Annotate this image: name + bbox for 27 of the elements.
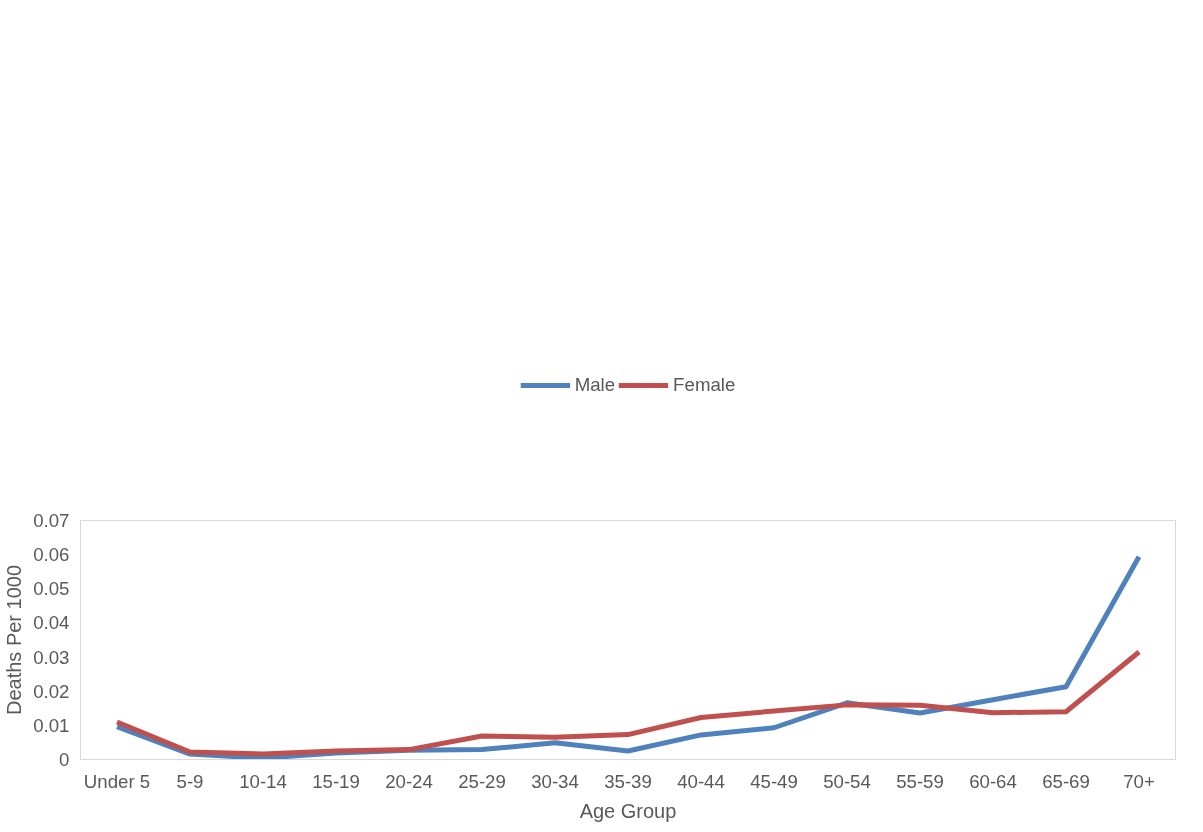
- x-tick-label: 35-39: [604, 770, 652, 792]
- x-tick-label: 45-49: [750, 770, 798, 792]
- x-tick-label: 30-34: [531, 770, 579, 792]
- legend-label: Male: [574, 373, 616, 396]
- x-tick-label: 50-54: [823, 770, 871, 792]
- y-tick-label: 0.06: [33, 544, 70, 566]
- x-tick-label: 55-59: [896, 770, 944, 792]
- y-tick-label: 0.07: [33, 510, 70, 531]
- y-axis-title: Deaths Per 1000: [3, 564, 26, 716]
- y-tick-label: 0.01: [33, 714, 70, 736]
- y-tick-label: 0.02: [33, 680, 70, 702]
- y-tick-label: 0.03: [33, 646, 70, 668]
- legend-label: Female: [673, 373, 736, 396]
- x-tick-label: 10-14: [239, 770, 287, 792]
- x-tick-label: Under 5: [83, 770, 151, 792]
- x-tick-label: 70+: [1123, 770, 1155, 792]
- x-tick-label: 65-69: [1042, 770, 1090, 792]
- x-tick-label: 5-9: [176, 770, 204, 792]
- x-tick-label: 20-24: [385, 770, 433, 792]
- x-tick-label: 40-44: [677, 770, 725, 792]
- y-tick-label: 0.05: [33, 578, 70, 600]
- y-tick-label: 0.04: [33, 612, 70, 634]
- x-axis-title: Age Group: [579, 799, 677, 822]
- y-tick-label: 0: [59, 749, 70, 770]
- x-tick-label: 15-19: [312, 770, 360, 792]
- x-tick-label: 25-29: [458, 770, 506, 792]
- x-tick-label: 60-64: [969, 770, 1017, 792]
